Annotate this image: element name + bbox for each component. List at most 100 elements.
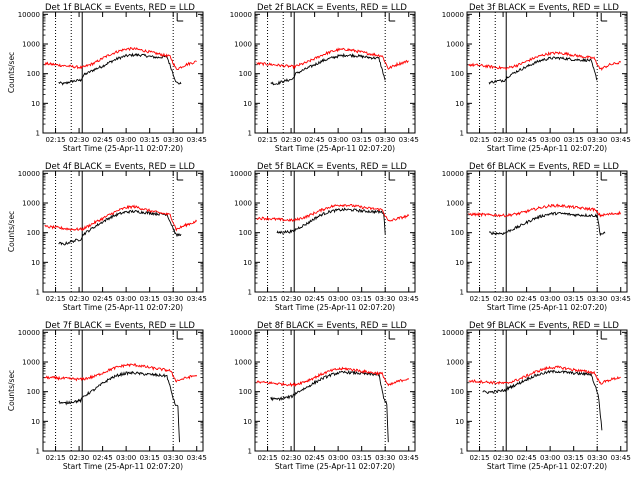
x-tick-label: 03:15: [140, 295, 160, 303]
series-events-line: [488, 56, 598, 85]
x-tick-label: 03:30: [375, 454, 395, 462]
series-lld-line: [256, 47, 409, 70]
chart-title: Det 2f BLACK = Events, RED = LLD: [257, 3, 407, 13]
x-tick-label: 02:30: [281, 136, 301, 144]
x-tick-label: 02:45: [305, 295, 325, 303]
x-tick-label: 02:45: [93, 295, 113, 303]
x-axis-label: Start Time (25-Apr-11 02:07:20): [275, 144, 395, 153]
series-lld-line: [44, 46, 197, 71]
x-tick-label: 03:45: [611, 454, 631, 462]
x-tick-label: 03:00: [540, 295, 560, 303]
y-tick-label: 10000: [442, 11, 464, 19]
series-lld-line: [44, 204, 198, 232]
series-events-line: [276, 207, 386, 235]
y-tick-label: 100: [239, 388, 252, 396]
x-tick-label: 03:00: [116, 295, 136, 303]
x-tick-label: 02:45: [305, 454, 325, 462]
x-tick-label: 03:45: [399, 454, 419, 462]
y-tick-label: 1: [36, 289, 40, 297]
x-tick-label: 03:00: [328, 295, 348, 303]
y-tick-label: 100: [27, 70, 40, 78]
y-tick-label: 10000: [442, 170, 464, 178]
x-tick-label: 03:45: [611, 136, 631, 144]
x-tick-label: 02:45: [517, 295, 537, 303]
x-axis-label: Start Time (25-Apr-11 02:07:20): [63, 303, 183, 312]
y-axis-label: Counts/sec: [7, 370, 16, 411]
y-tick-label: 10000: [18, 11, 40, 19]
series-events-line: [58, 370, 180, 443]
x-tick-label: 03:15: [352, 454, 372, 462]
chart-title: Det 8f BLACK = Events, RED = LLD: [257, 321, 407, 331]
y-tick-label: 1: [36, 448, 40, 456]
chart-panel-3: Det 3f BLACK = Events, RED = LLD 1 10 100 10…: [442, 3, 631, 153]
chart-panel-4: Det 4f BLACK = Events, RED = LLD 1 10 100 10…: [7, 162, 207, 312]
plot-frame: [42, 329, 204, 452]
x-tick-label: 03:30: [587, 454, 607, 462]
chart-panel-6: Det 6f BLACK = Events, RED = LLD 1 10 100 10…: [442, 162, 631, 312]
y-tick-label: 1: [248, 130, 252, 138]
x-tick-label: 03:00: [328, 454, 348, 462]
series-lld-line: [256, 203, 410, 223]
y-tick-label: 100: [239, 70, 252, 78]
x-tick-label: 03:45: [399, 295, 419, 303]
y-tick-label: 1000: [234, 359, 252, 367]
x-tick-label: 03:00: [328, 136, 348, 144]
x-tick-label: 03:30: [163, 454, 183, 462]
series-lld-line: [468, 203, 622, 218]
y-tick-label: 1000: [446, 359, 464, 367]
x-tick-label: 02:15: [45, 454, 65, 462]
x-tick-label: 02:30: [69, 295, 89, 303]
y-axis-label: Counts/sec: [7, 211, 16, 252]
y-tick-label: 100: [27, 388, 40, 396]
x-tick-label: 02:30: [281, 454, 301, 462]
y-tick-label: 100: [27, 229, 40, 237]
x-tick-label: 02:15: [257, 295, 277, 303]
plot-frame: [42, 170, 204, 293]
y-tick-label: 100: [451, 70, 464, 78]
y-tick-label: 10: [243, 100, 252, 108]
chart-panel-1: Det 1f BLACK = Events, RED = LLD 1 10 100 10…: [7, 3, 207, 153]
y-tick-label: 1000: [22, 41, 40, 49]
series-lld-line: [44, 363, 198, 383]
x-tick-label: 02:45: [517, 136, 537, 144]
x-tick-label: 02:15: [45, 295, 65, 303]
x-tick-label: 03:00: [540, 136, 560, 144]
y-tick-label: 10: [31, 100, 40, 108]
series-lld-line: [468, 365, 621, 385]
y-axis-label: Counts/sec: [7, 52, 16, 93]
x-tick-label: 03:15: [564, 295, 584, 303]
y-tick-label: 1: [248, 289, 252, 297]
x-tick-label: 03:00: [116, 454, 136, 462]
x-tick-label: 03:45: [187, 454, 207, 462]
series-events-line: [489, 211, 606, 237]
y-tick-label: 10000: [230, 170, 252, 178]
y-tick-label: 1: [460, 448, 464, 456]
chart-title: Det 1f BLACK = Events, RED = LLD: [45, 3, 195, 13]
y-tick-label: 10000: [230, 11, 252, 19]
x-tick-label: 02:15: [469, 295, 489, 303]
plot-frame: [42, 11, 204, 134]
y-tick-label: 100: [239, 229, 252, 237]
y-tick-label: 1: [36, 130, 40, 138]
x-axis-label: Start Time (25-Apr-11 02:07:20): [487, 144, 607, 153]
y-tick-label: 1000: [22, 359, 40, 367]
y-tick-label: 10: [455, 418, 464, 426]
x-tick-label: 02:30: [281, 295, 301, 303]
x-tick-label: 02:15: [45, 136, 65, 144]
x-tick-label: 03:45: [399, 136, 419, 144]
x-tick-label: 02:30: [493, 295, 513, 303]
x-tick-label: 03:30: [587, 136, 607, 144]
x-tick-label: 02:15: [257, 454, 277, 462]
x-tick-label: 03:00: [116, 136, 136, 144]
chart-title: Det 7f BLACK = Events, RED = LLD: [45, 321, 195, 331]
x-tick-label: 03:30: [163, 136, 183, 144]
y-tick-label: 1000: [22, 200, 40, 208]
chart-title: Det 9f BLACK = Events, RED = LLD: [469, 321, 619, 331]
y-tick-label: 10: [31, 259, 40, 267]
x-tick-label: 03:15: [564, 454, 584, 462]
x-axis-label: Start Time (25-Apr-11 02:07:20): [63, 144, 183, 153]
series-events-line: [482, 369, 603, 431]
x-axis-label: Start Time (25-Apr-11 02:07:20): [487, 462, 607, 471]
series-events-line: [58, 52, 182, 86]
